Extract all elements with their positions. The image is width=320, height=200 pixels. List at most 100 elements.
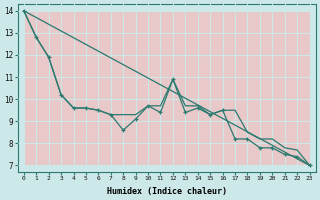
Bar	[123, 33, 136, 55]
Bar	[198, 77, 210, 99]
Bar	[36, 121, 49, 143]
Bar	[24, 55, 36, 77]
Bar	[36, 55, 49, 77]
Bar	[136, 143, 148, 165]
Bar	[297, 77, 310, 99]
Bar	[24, 77, 36, 99]
Bar	[98, 121, 111, 143]
Bar	[136, 121, 148, 143]
Bar	[247, 77, 260, 99]
Bar	[185, 77, 198, 99]
Bar	[272, 33, 285, 55]
Bar	[49, 33, 61, 55]
Bar	[235, 55, 247, 77]
Bar	[210, 99, 223, 121]
Bar	[297, 33, 310, 55]
Bar	[223, 121, 235, 143]
Bar	[185, 143, 198, 165]
Bar	[24, 33, 36, 55]
Bar	[285, 143, 297, 165]
Bar	[123, 11, 136, 33]
Bar	[297, 143, 310, 165]
Bar	[247, 33, 260, 55]
Bar	[285, 33, 297, 55]
Bar	[260, 11, 272, 33]
Bar	[161, 11, 173, 33]
Bar	[260, 33, 272, 55]
Bar	[49, 121, 61, 143]
Bar	[272, 55, 285, 77]
Bar	[198, 99, 210, 121]
Bar	[260, 143, 272, 165]
Bar	[173, 121, 185, 143]
Bar	[74, 55, 86, 77]
Bar	[210, 143, 223, 165]
Bar	[247, 121, 260, 143]
Bar	[235, 11, 247, 33]
Bar	[260, 99, 272, 121]
Bar	[161, 121, 173, 143]
Bar	[235, 143, 247, 165]
Bar	[74, 11, 86, 33]
Bar	[111, 99, 123, 121]
Bar	[98, 99, 111, 121]
Bar	[24, 99, 36, 121]
Bar	[111, 11, 123, 33]
Bar	[272, 143, 285, 165]
Bar	[210, 11, 223, 33]
Bar	[185, 121, 198, 143]
Bar	[86, 99, 98, 121]
Bar	[247, 143, 260, 165]
Bar	[74, 77, 86, 99]
Bar	[123, 55, 136, 77]
Bar	[285, 55, 297, 77]
Bar	[74, 143, 86, 165]
Bar	[185, 99, 198, 121]
Bar	[98, 11, 111, 33]
Bar	[61, 11, 74, 33]
Bar	[86, 11, 98, 33]
Bar	[61, 33, 74, 55]
Bar	[98, 143, 111, 165]
Bar	[24, 11, 36, 33]
Bar	[123, 77, 136, 99]
Bar	[36, 99, 49, 121]
Bar	[198, 55, 210, 77]
Bar	[297, 55, 310, 77]
Bar	[173, 33, 185, 55]
Bar	[198, 143, 210, 165]
Bar	[136, 77, 148, 99]
Bar	[247, 99, 260, 121]
Bar	[260, 55, 272, 77]
Bar	[185, 33, 198, 55]
Bar	[148, 11, 161, 33]
Bar	[136, 33, 148, 55]
Bar	[86, 55, 98, 77]
Bar	[148, 121, 161, 143]
Bar	[272, 121, 285, 143]
Bar	[161, 55, 173, 77]
Bar	[49, 55, 61, 77]
Bar	[297, 121, 310, 143]
Bar	[49, 77, 61, 99]
Bar	[198, 121, 210, 143]
Bar	[272, 11, 285, 33]
Bar	[24, 143, 36, 165]
Bar	[198, 11, 210, 33]
Bar	[210, 55, 223, 77]
Bar	[148, 33, 161, 55]
Bar	[161, 143, 173, 165]
Bar	[223, 99, 235, 121]
Bar	[123, 99, 136, 121]
Bar	[36, 77, 49, 99]
Bar	[148, 77, 161, 99]
Bar	[86, 121, 98, 143]
Bar	[111, 77, 123, 99]
Bar	[49, 143, 61, 165]
Bar	[49, 99, 61, 121]
Bar	[297, 11, 310, 33]
Bar	[74, 99, 86, 121]
Bar	[98, 77, 111, 99]
Bar	[223, 77, 235, 99]
Bar	[123, 121, 136, 143]
